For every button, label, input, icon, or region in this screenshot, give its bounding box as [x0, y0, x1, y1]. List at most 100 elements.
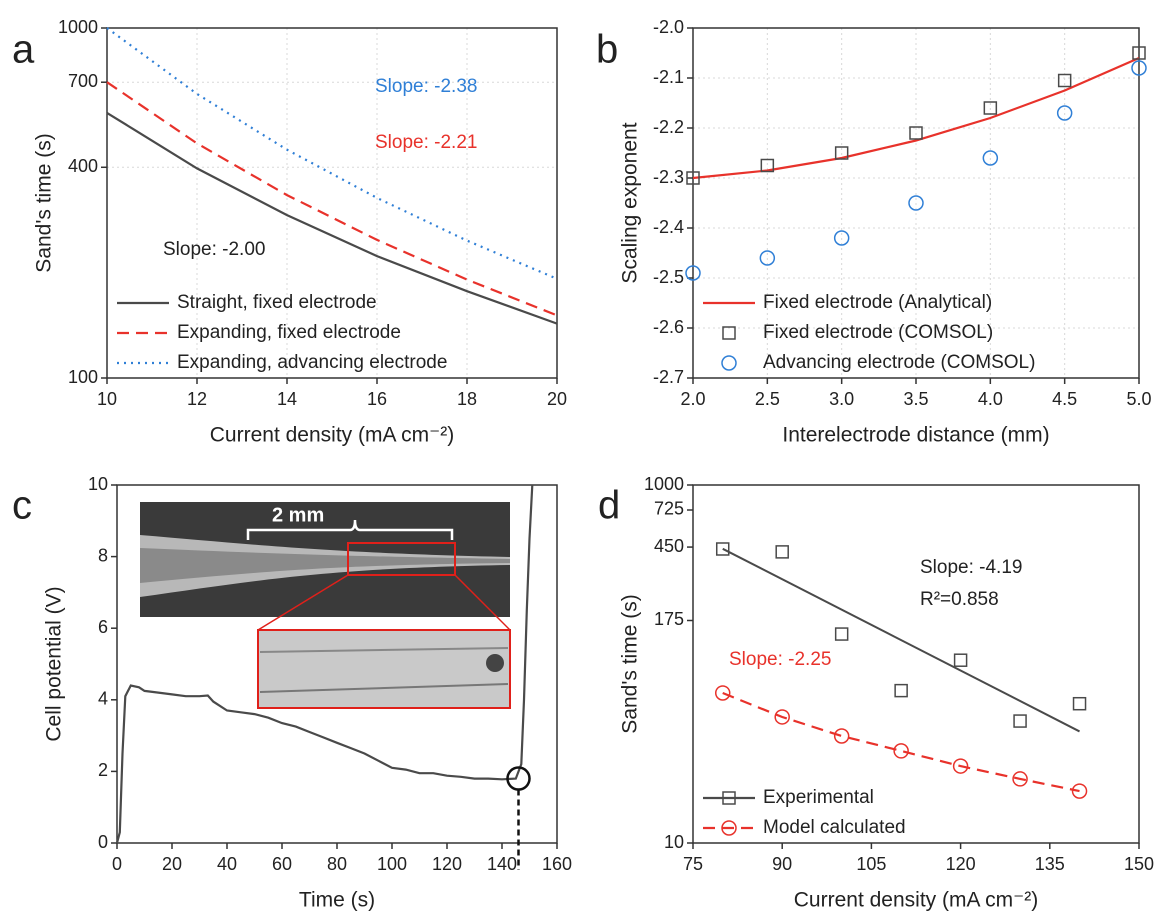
y-axis-label: Sand's time (s) — [619, 594, 642, 733]
legend-label: Expanding, fixed electrode — [177, 322, 401, 343]
series-line — [106, 81, 558, 317]
x-tick-label: 60 — [272, 854, 292, 874]
square-marker — [775, 545, 789, 559]
square-marker — [1072, 696, 1087, 711]
plot-frame — [116, 484, 558, 844]
x-tick-label: 3.5 — [903, 389, 928, 409]
square-marker — [983, 101, 998, 115]
x-tick-label: 20 — [547, 389, 567, 409]
square-marker — [834, 146, 849, 160]
x-tick-label: 0 — [112, 854, 122, 874]
annotation: Slope: -2.38 — [375, 76, 477, 97]
x-tick-label: 12 — [187, 389, 207, 409]
scale-label: 2 mm — [272, 504, 324, 526]
y-tick-label: -2.4 — [653, 217, 684, 237]
legend-label: Expanding, advancing electrode — [177, 352, 447, 373]
circle-marker — [1071, 783, 1088, 799]
zoom-feature — [486, 654, 504, 672]
y-tick-label: 1000 — [58, 17, 98, 37]
y-tick-label: -2.3 — [653, 167, 684, 187]
plot-frame — [106, 27, 558, 379]
x-axis-label: Current density (mA cm⁻²) — [794, 889, 1038, 912]
x-tick-label: 105 — [856, 854, 886, 874]
y-tick-label: 10 — [664, 832, 684, 852]
square-marker — [1132, 46, 1146, 60]
square-marker — [1057, 73, 1072, 88]
series-line — [106, 111, 558, 325]
x-tick-label: 3.0 — [829, 389, 854, 409]
square-marker — [760, 158, 775, 173]
y-tick-label: 100 — [68, 367, 98, 387]
zoom-line — [454, 574, 511, 631]
square-marker — [834, 627, 849, 641]
y-axis-label: Sand's time (s) — [33, 133, 56, 272]
legend-label: Model calculated — [763, 817, 906, 838]
circle-marker — [1131, 60, 1147, 76]
y-tick-label: -2.5 — [653, 267, 684, 287]
x-axis-label: Current density (mA cm⁻²) — [210, 424, 454, 447]
x-tick-label: 150 — [1124, 854, 1154, 874]
x-tick-label: 160 — [542, 854, 572, 874]
annotation: R²=0.858 — [920, 589, 999, 610]
panel-label: a — [12, 28, 35, 72]
square-marker — [715, 542, 730, 556]
x-tick-label: 10 — [97, 389, 117, 409]
x-tick-label: 90 — [772, 854, 792, 874]
square-marker — [894, 683, 908, 698]
square-marker — [686, 171, 700, 185]
legend-label: Straight, fixed electrode — [177, 292, 377, 313]
y-tick-label: 175 — [654, 609, 684, 629]
scale-bracket — [246, 519, 454, 540]
circle-marker — [714, 685, 731, 701]
circle-marker — [908, 195, 924, 211]
x-tick-label: 120 — [946, 854, 976, 874]
y-tick-label: 1000 — [644, 474, 684, 494]
square-marker — [953, 653, 968, 667]
inset-core — [140, 548, 510, 583]
y-tick-label: 8 — [98, 545, 108, 565]
legend-marker — [722, 791, 736, 805]
legend-label: Fixed electrode (Analytical) — [763, 292, 992, 313]
x-tick-label: 5.0 — [1126, 389, 1151, 409]
x-tick-label: 100 — [377, 854, 407, 874]
zoom-box — [347, 542, 456, 576]
x-tick-label: 14 — [277, 389, 297, 409]
legend-label: Experimental — [763, 787, 874, 808]
panel-label: d — [598, 484, 620, 528]
y-tick-label: -2.0 — [653, 17, 684, 37]
y-tick-label: -2.7 — [653, 367, 684, 387]
annotation: Slope: -2.00 — [163, 239, 265, 260]
x-tick-label: 4.0 — [978, 389, 1003, 409]
circle-marker — [982, 150, 999, 166]
x-tick-label: 2.0 — [680, 389, 705, 409]
x-tick-label: 18 — [457, 389, 477, 409]
y-tick-label: 0 — [98, 832, 108, 852]
panel-label: b — [596, 28, 618, 72]
y-tick-label: 10 — [88, 474, 108, 494]
legend-marker — [722, 326, 736, 340]
annotation: Slope: -2.25 — [729, 649, 831, 670]
x-axis-label: Interelectrode distance (mm) — [782, 424, 1049, 447]
zoom-edge — [259, 647, 509, 653]
plot-frame — [692, 484, 1140, 844]
annotation: Slope: -4.19 — [920, 557, 1022, 578]
circle-marker — [1056, 105, 1073, 121]
legend-label: Fixed electrode (COMSOL) — [763, 322, 993, 343]
x-axis-label: Time (s) — [299, 889, 375, 912]
series-line — [692, 56, 1140, 180]
circle-marker — [833, 728, 850, 744]
series-line — [115, 484, 534, 844]
zoom-image — [257, 629, 511, 709]
legend-marker — [721, 355, 737, 371]
series-line — [106, 27, 558, 280]
zoom-line — [257, 574, 349, 631]
sem-inset: 2 mm — [140, 502, 511, 709]
y-tick-label: 450 — [654, 536, 684, 556]
plot-frame — [692, 27, 1140, 379]
circle-marker — [952, 758, 969, 774]
y-axis-label: Cell potential (V) — [43, 586, 66, 741]
y-tick-label: -2.2 — [653, 117, 684, 137]
panel-label: c — [12, 484, 32, 528]
x-tick-label: 75 — [683, 854, 703, 874]
